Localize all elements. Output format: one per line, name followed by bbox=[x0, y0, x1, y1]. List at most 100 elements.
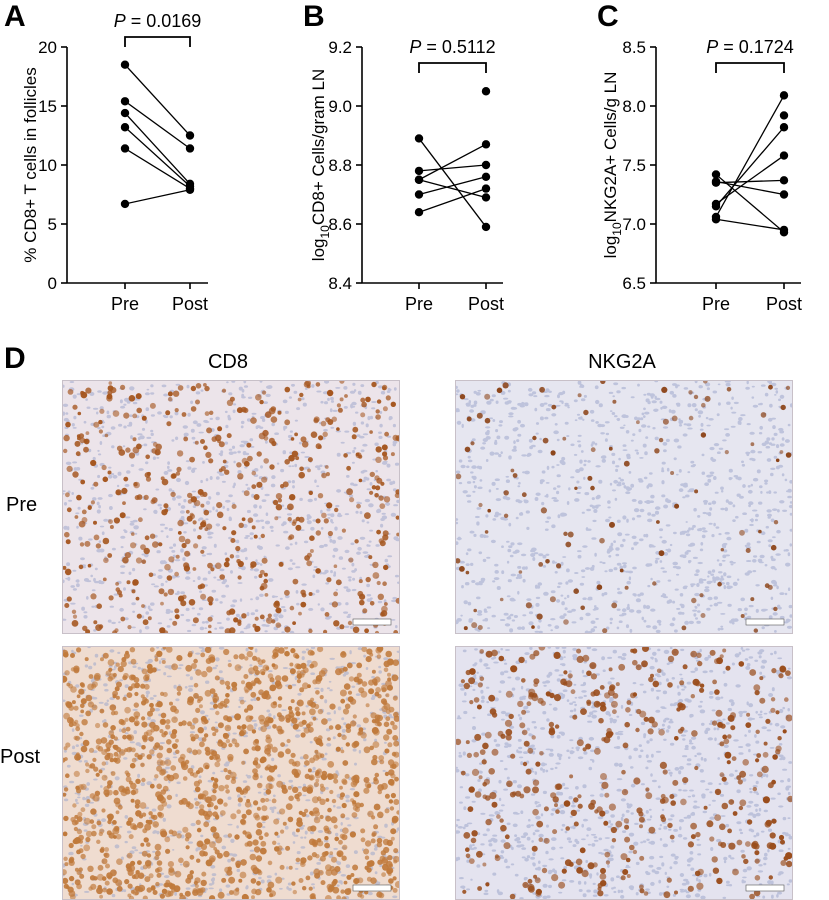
y-tick-label: 7.5 bbox=[622, 156, 646, 175]
x-tick-label-post: Post bbox=[468, 294, 504, 314]
y-tick-label: 8.0 bbox=[622, 97, 646, 116]
data-point-post bbox=[779, 190, 789, 199]
data-point-post bbox=[779, 225, 789, 235]
stained-cells bbox=[456, 647, 792, 899]
x-tick-label-pre: Pre bbox=[702, 294, 730, 314]
pair-line bbox=[715, 180, 785, 196]
data-point-post bbox=[779, 91, 789, 100]
micrograph-cd8-pre bbox=[62, 380, 400, 634]
data-point-pre bbox=[711, 202, 721, 211]
y-tick-label: 20 bbox=[38, 38, 57, 57]
data-point-post bbox=[481, 222, 491, 232]
chart-3: 6.5 7.0 7.5 8.0 8.5 Pre Post log10NKG2A+ Cells/… bbox=[601, 37, 802, 314]
data-point-pre bbox=[414, 208, 424, 217]
data-point-pre bbox=[120, 199, 130, 209]
data-point-pre bbox=[120, 60, 130, 69]
data-point-pre bbox=[414, 134, 424, 143]
data-point-post bbox=[185, 185, 195, 194]
data-point-post bbox=[779, 111, 789, 120]
y-tick-label: 9.0 bbox=[328, 97, 352, 116]
data-point-pre bbox=[711, 178, 721, 187]
data-point-pre bbox=[711, 215, 721, 224]
significance-bracket bbox=[418, 62, 487, 73]
pair-line bbox=[715, 218, 785, 231]
panel-letter-b: B bbox=[303, 0, 325, 33]
scale-bar bbox=[745, 618, 785, 626]
data-point-post bbox=[481, 160, 491, 170]
y-tick-label: 8.8 bbox=[328, 156, 352, 175]
panel-letter-a: A bbox=[4, 0, 26, 33]
data-point-post bbox=[481, 172, 491, 181]
y-axis-label: log10NKG2A+ Cells/g LN bbox=[601, 72, 624, 259]
pair-line bbox=[715, 155, 785, 205]
y-tick-label: 15 bbox=[38, 97, 57, 116]
data-point-post bbox=[481, 193, 491, 202]
y-tick-label: 5 bbox=[48, 215, 57, 234]
micrograph-nkg2a-pre bbox=[455, 380, 793, 634]
significance-bracket bbox=[715, 62, 785, 73]
y-tick-label: 8.5 bbox=[622, 38, 646, 57]
x-tick-label-post: Post bbox=[766, 294, 802, 314]
data-point-post bbox=[779, 123, 789, 132]
scale-bar bbox=[745, 884, 785, 892]
pair-line bbox=[715, 126, 785, 207]
p-value-annotation: P = 0.0169 bbox=[114, 11, 202, 31]
y-tick-label: 8.6 bbox=[328, 215, 352, 234]
scale-bar bbox=[352, 618, 392, 626]
pair-line bbox=[124, 189, 191, 205]
y-tick-label: 9.2 bbox=[328, 38, 352, 57]
chart-1: 0 5 10 15 20 Pre Post % CD8+ T cells in follicl… bbox=[21, 11, 208, 314]
stained-cells bbox=[456, 381, 792, 633]
column-header-nkg2a: NKG2A bbox=[588, 351, 656, 373]
tissue-background bbox=[456, 381, 792, 633]
pair-line bbox=[124, 147, 191, 190]
column-header-cd8: CD8 bbox=[207, 351, 248, 373]
pair-line bbox=[418, 143, 487, 181]
pair-line bbox=[715, 95, 785, 218]
y-tick-label: 7.0 bbox=[622, 215, 646, 234]
pair-line bbox=[124, 64, 191, 136]
stained-cells bbox=[63, 381, 399, 633]
data-point-pre bbox=[414, 166, 424, 176]
pair-line bbox=[418, 187, 487, 213]
y-axis-label: log10CD8+ Cells/gram LN bbox=[309, 69, 332, 261]
data-point-pre bbox=[414, 175, 424, 184]
pair-line bbox=[418, 176, 487, 196]
x-tick-label-pre: Pre bbox=[405, 294, 433, 314]
y-tick-label: 10 bbox=[38, 156, 57, 175]
paired-charts: 0 5 10 15 20 Pre Post % CD8+ T cells in follicl… bbox=[21, 11, 802, 314]
data-point-pre bbox=[120, 97, 130, 106]
hematoxylin-nuclei bbox=[456, 381, 792, 633]
pair-line bbox=[418, 164, 487, 172]
row-header-post: Post bbox=[0, 746, 41, 768]
x-tick-label-post: Post bbox=[172, 294, 208, 314]
pair-line bbox=[418, 179, 487, 199]
pair-line bbox=[418, 138, 487, 228]
micrograph-cd8-post bbox=[62, 646, 400, 900]
data-point-post bbox=[481, 140, 491, 149]
data-point-pre bbox=[711, 170, 721, 179]
panel-letter-d: D bbox=[4, 342, 26, 375]
pair-line bbox=[715, 179, 785, 184]
stained-cells bbox=[63, 647, 399, 899]
y-tick-label: 8.4 bbox=[328, 274, 352, 293]
data-point-post bbox=[185, 131, 195, 140]
panel-letter-c: C bbox=[597, 0, 619, 33]
pair-line bbox=[124, 100, 191, 150]
scale-bar bbox=[352, 884, 392, 892]
p-value-annotation: P = 0.1724 bbox=[706, 37, 794, 57]
micrograph-nkg2a-post bbox=[455, 646, 793, 900]
data-point-post bbox=[779, 151, 789, 160]
x-tick-label-pre: Pre bbox=[111, 294, 139, 314]
pair-line bbox=[124, 126, 191, 187]
p-value-annotation: P = 0.5112 bbox=[409, 37, 495, 57]
y-tick-label: 6.5 bbox=[622, 274, 646, 293]
data-point-pre bbox=[414, 190, 424, 199]
data-point-post bbox=[185, 144, 195, 153]
data-point-pre bbox=[120, 144, 130, 153]
data-point-pre bbox=[120, 123, 130, 132]
chart-2: 8.4 8.6 8.8 9.0 9.2 Pre Post log10CD8+ Cells/gr… bbox=[309, 37, 504, 314]
data-point-post bbox=[481, 87, 491, 96]
data-point-post bbox=[481, 184, 491, 193]
data-point-post bbox=[779, 176, 789, 185]
